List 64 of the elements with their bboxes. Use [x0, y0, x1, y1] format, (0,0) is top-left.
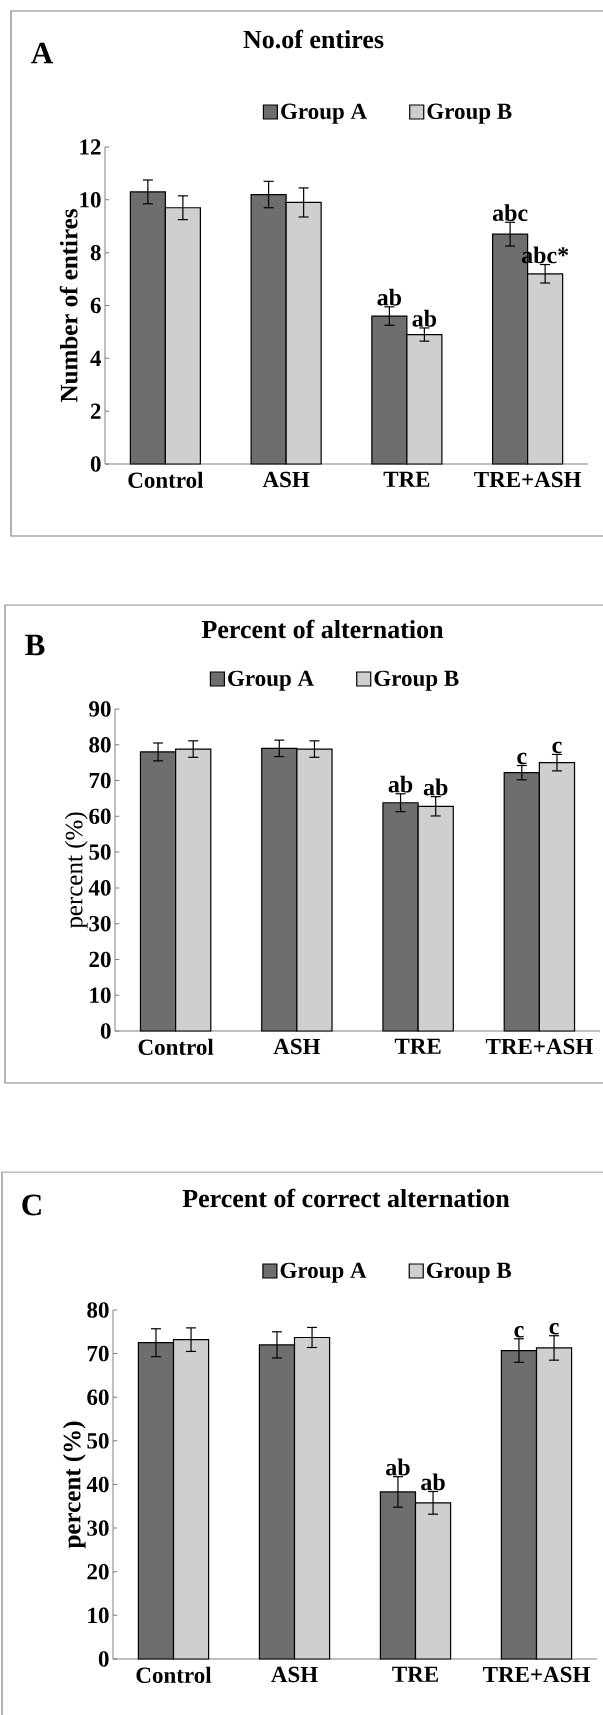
legend-label: Group A [280, 1262, 367, 1283]
legend-label: Group B [427, 103, 512, 124]
y-tick-label: 2 [90, 403, 101, 419]
y-tick-label: 0 [90, 456, 101, 472]
y-tick-label: 40 [86, 1476, 109, 1493]
annotation: c [514, 1326, 524, 1338]
y-tick-label: 30 [87, 1520, 109, 1536]
y-tick-label: 80 [87, 1302, 109, 1318]
x-tick-label: Control [128, 471, 204, 488]
y-tick-label: 80 [89, 737, 111, 753]
legend-label: Group B [374, 670, 459, 691]
y-tick-label: 20 [87, 1563, 109, 1580]
chart-title: Percent of alternation [201, 619, 444, 639]
annotation: ab [423, 778, 448, 796]
text: B [25, 634, 45, 656]
y-tick-label: 50 [87, 1433, 109, 1449]
y-tick-label: 4 [90, 350, 102, 366]
x-tick-label: TRE+ASH [485, 1038, 593, 1055]
y-axis-title: percent (%) [62, 1421, 86, 1549]
x-tick-label: ASH [271, 1666, 318, 1683]
y-tick-label: 10 [90, 987, 111, 1003]
y-tick-label: 12 [80, 139, 101, 155]
y-tick-label: 0 [100, 1023, 111, 1039]
annotation: c [517, 752, 527, 765]
text: C [22, 1194, 41, 1216]
x-tick-label: TRE+ASH [483, 1666, 590, 1683]
y-tick-label: 30 [89, 915, 111, 932]
x-tick-label: ASH [273, 1038, 321, 1055]
y-tick-label: 50 [89, 844, 111, 860]
annotation: abc [492, 204, 528, 222]
y-tick-label: 6 [90, 297, 101, 314]
annotation: ab [386, 1458, 410, 1476]
y-tick-label: 20 [89, 951, 111, 968]
chart-title: Percent of correct alternation [182, 1188, 510, 1208]
y-tick-label: 60 [89, 808, 111, 825]
y-tick-label: 90 [89, 701, 111, 717]
y-tick-label: 70 [89, 772, 111, 789]
y-tick-label: 10 [88, 1607, 109, 1624]
y-tick-label: 60 [87, 1389, 109, 1405]
annotation: ab [377, 288, 402, 306]
y-tick-label: 10 [80, 192, 101, 208]
y-axis-title: percent (%) [64, 812, 88, 929]
x-tick-label: Control [138, 1038, 214, 1055]
y-axis-title: Number of entires [59, 209, 78, 402]
y-tick-label: 8 [90, 244, 101, 261]
x-tick-label: ASH [262, 471, 310, 488]
y-tick-label: 70 [87, 1345, 109, 1362]
x-tick-label: TRE+ASH [474, 471, 582, 488]
x-tick-label: Control [136, 1666, 212, 1683]
legend-label: Group A [281, 103, 367, 124]
text: A [31, 42, 53, 64]
annotation: ab [412, 309, 437, 327]
annotation: c [549, 1323, 559, 1335]
legend-label: Group B [426, 1262, 512, 1283]
x-tick-label: TRE [392, 1666, 438, 1682]
annotation: ab [388, 775, 413, 793]
x-tick-label: TRE [383, 471, 430, 487]
y-tick-label: 0 [98, 1651, 109, 1667]
x-tick-label: TRE [394, 1038, 441, 1054]
legend-label: Group A [228, 670, 314, 691]
annotation: c [552, 741, 562, 754]
annotation: ab [421, 1473, 445, 1491]
y-tick-label: 40 [88, 880, 111, 896]
chart-title: No.of entires [243, 29, 384, 49]
